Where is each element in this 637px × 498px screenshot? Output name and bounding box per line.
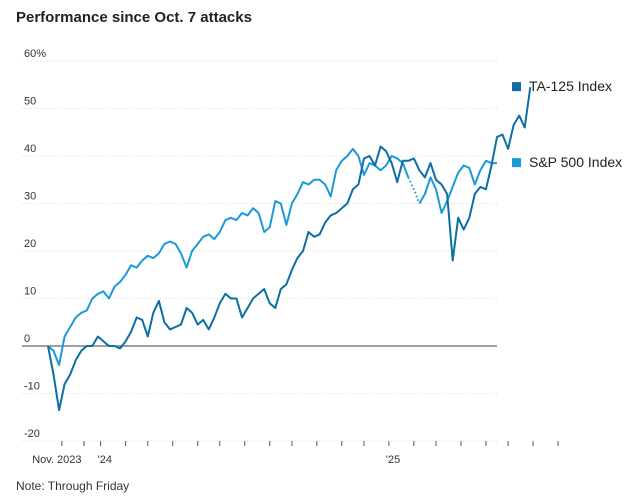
legend: TA-125 Index S&P 500 Index xyxy=(512,78,622,170)
ta-125-index-legend-swatch xyxy=(512,82,521,92)
y-tick-label: 50 xyxy=(24,96,36,108)
y-tick-label: 60% xyxy=(24,48,46,60)
y-tick-label: -20 xyxy=(24,428,40,440)
ta-125-index-line xyxy=(47,86,532,412)
y-tick-label: 30 xyxy=(24,191,36,203)
y-tick-label: 20 xyxy=(24,238,36,250)
x-tick-label: '25 xyxy=(386,454,400,466)
ta-125-index-legend-label: TA-125 Index xyxy=(529,78,612,94)
y-tick-label: -10 xyxy=(24,381,40,393)
s-p-500-index-line xyxy=(47,147,410,366)
y-tick-label: 0 xyxy=(24,333,30,345)
x-tick-label: '24 xyxy=(98,454,112,466)
y-tick-label: 10 xyxy=(24,286,36,298)
s-p-500-index-legend-swatch xyxy=(512,158,521,168)
chart-note: Note: Through Friday xyxy=(16,479,130,493)
y-axis-ticks: 60% 50 40 30 20 10 0 -10 -20 xyxy=(24,48,46,440)
x-axis: Nov. 2023 '24 '25 xyxy=(32,441,559,466)
gridlines xyxy=(22,60,497,442)
x-tick-label: Nov. 2023 xyxy=(32,454,81,466)
s-p-500-index-line xyxy=(418,159,497,214)
s-p-500-index-line-dotted xyxy=(407,176,421,204)
s-p-500-index-legend-label: S&P 500 Index xyxy=(529,154,622,170)
series-lines xyxy=(47,86,532,412)
chart-title: Performance since Oct. 7 attacks xyxy=(16,9,252,26)
y-tick-label: 40 xyxy=(24,143,36,155)
